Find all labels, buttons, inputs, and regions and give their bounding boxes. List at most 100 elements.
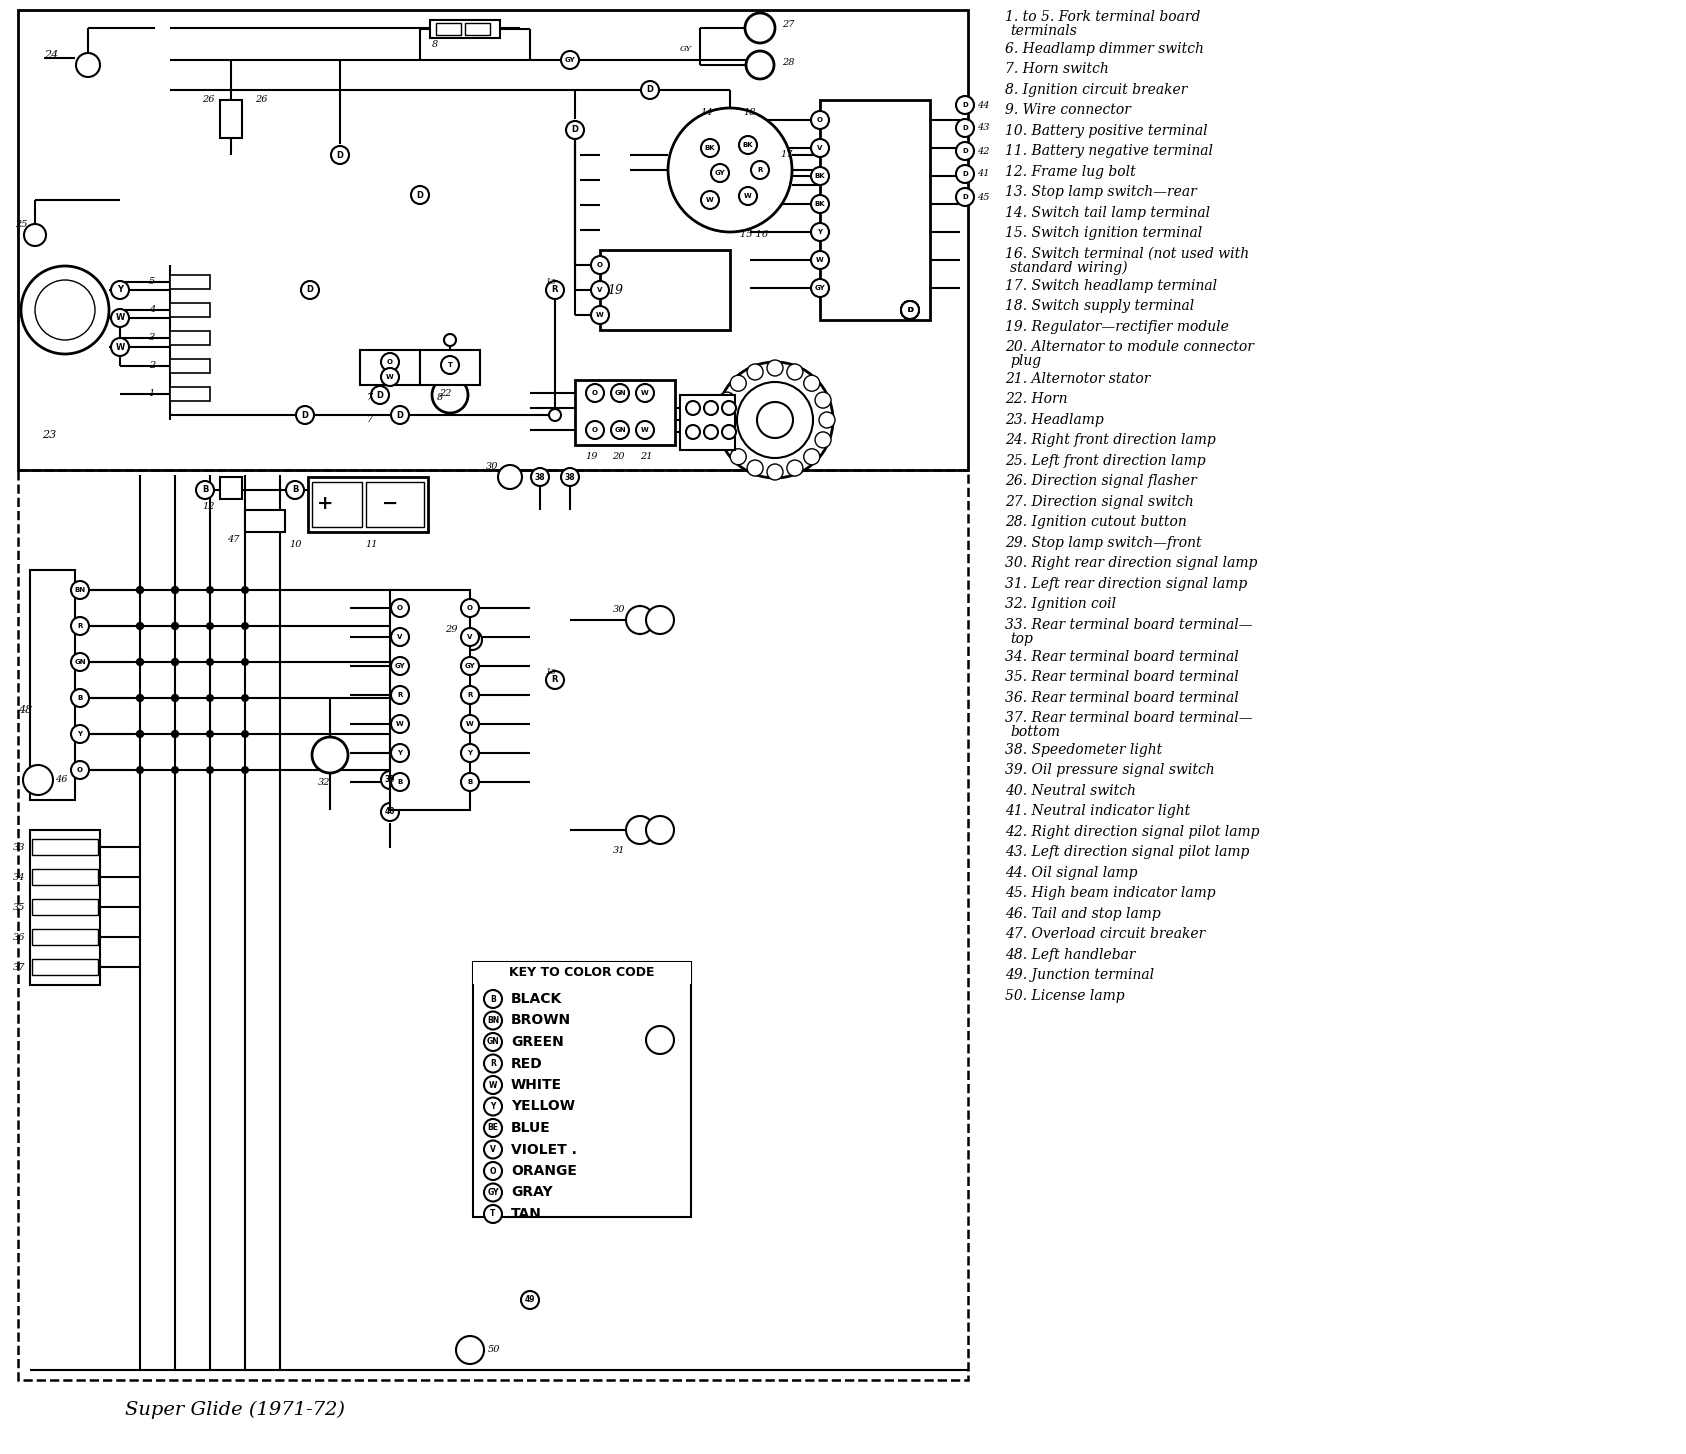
Text: 47. Overload circuit breaker: 47. Overload circuit breaker <box>1005 928 1205 941</box>
Circle shape <box>711 164 728 182</box>
Text: 12: 12 <box>202 502 216 510</box>
Circle shape <box>718 432 735 448</box>
Bar <box>474 963 691 1217</box>
Circle shape <box>956 188 975 206</box>
Circle shape <box>730 449 747 465</box>
Text: Y: Y <box>78 731 83 737</box>
Text: B: B <box>491 995 496 1003</box>
Text: 25. Left front direction lamp: 25. Left front direction lamp <box>1005 454 1205 468</box>
Text: BLUE: BLUE <box>511 1121 551 1136</box>
Text: R: R <box>398 692 403 698</box>
Text: 31: 31 <box>612 846 626 855</box>
Circle shape <box>668 108 792 233</box>
Text: 17. Switch headlamp terminal: 17. Switch headlamp terminal <box>1005 279 1217 292</box>
Text: 37. Rear terminal board terminal—: 37. Rear terminal board terminal— <box>1005 711 1253 726</box>
Bar <box>819 100 931 320</box>
Circle shape <box>484 1098 502 1115</box>
Text: BLACK: BLACK <box>511 992 561 1006</box>
Text: 42. Right direction signal pilot lamp: 42. Right direction signal pilot lamp <box>1005 824 1259 839</box>
Text: 13. Stop lamp switch—rear: 13. Stop lamp switch—rear <box>1005 185 1197 199</box>
Circle shape <box>111 281 130 300</box>
Text: 11. Battery negative terminal: 11. Battery negative terminal <box>1005 144 1212 158</box>
Bar <box>244 510 285 532</box>
Bar <box>32 960 98 976</box>
Text: 33: 33 <box>12 842 25 852</box>
Text: BK: BK <box>705 145 715 151</box>
Text: GY: GY <box>487 1188 499 1197</box>
Text: O: O <box>489 1166 496 1175</box>
Bar <box>474 963 691 984</box>
Circle shape <box>814 393 831 409</box>
Circle shape <box>381 368 400 385</box>
Text: 21. Alternotor stator: 21. Alternotor stator <box>1005 372 1150 385</box>
Text: 27: 27 <box>782 20 794 29</box>
Text: 30. Right rear direction signal lamp: 30. Right rear direction signal lamp <box>1005 557 1258 570</box>
Text: GY: GY <box>465 663 475 669</box>
Text: 8. Ignition circuit breaker: 8. Ignition circuit breaker <box>1005 83 1187 97</box>
Circle shape <box>241 659 250 666</box>
Text: 50. License lamp: 50. License lamp <box>1005 989 1125 1003</box>
Circle shape <box>566 121 583 140</box>
Text: WHITE: WHITE <box>511 1077 561 1092</box>
Text: Y: Y <box>116 285 123 295</box>
Circle shape <box>137 586 143 595</box>
Bar <box>465 23 491 35</box>
Text: 13: 13 <box>545 278 556 286</box>
Circle shape <box>432 377 469 413</box>
Circle shape <box>137 730 143 739</box>
Circle shape <box>170 622 179 630</box>
Text: 48. Left handlebar: 48. Left handlebar <box>1005 948 1135 963</box>
Text: 22: 22 <box>438 388 452 397</box>
Circle shape <box>636 384 654 401</box>
Circle shape <box>738 188 757 205</box>
Circle shape <box>497 465 523 489</box>
Text: 24. Right front direction lamp: 24. Right front direction lamp <box>1005 433 1216 448</box>
Circle shape <box>170 586 179 595</box>
Text: Y: Y <box>467 750 472 756</box>
Text: B: B <box>467 779 472 785</box>
Circle shape <box>811 222 830 241</box>
Circle shape <box>20 266 110 353</box>
Text: 38: 38 <box>534 473 545 481</box>
Bar <box>32 839 98 855</box>
Text: YELLOW: YELLOW <box>511 1099 575 1114</box>
Text: 46: 46 <box>56 775 67 785</box>
Text: D: D <box>907 307 912 313</box>
Text: 30: 30 <box>486 462 497 471</box>
Circle shape <box>745 13 776 44</box>
Text: GY: GY <box>715 170 725 176</box>
Circle shape <box>592 256 609 273</box>
Circle shape <box>137 659 143 666</box>
Circle shape <box>170 730 179 739</box>
Text: BN: BN <box>74 587 86 593</box>
Circle shape <box>35 281 94 340</box>
Text: W: W <box>489 1080 497 1089</box>
Bar <box>32 929 98 945</box>
Circle shape <box>546 281 565 300</box>
Text: BROWN: BROWN <box>511 1013 572 1028</box>
Circle shape <box>484 1076 502 1093</box>
Text: 47: 47 <box>228 535 239 544</box>
Circle shape <box>626 816 654 843</box>
Text: 20: 20 <box>612 452 624 461</box>
Text: Y: Y <box>398 750 403 756</box>
Circle shape <box>241 586 250 595</box>
Circle shape <box>170 586 179 595</box>
Text: 24: 24 <box>44 49 59 60</box>
Text: 3: 3 <box>148 333 155 343</box>
Circle shape <box>718 393 735 409</box>
Text: D: D <box>963 193 968 201</box>
Text: 1. to 5. Fork terminal board: 1. to 5. Fork terminal board <box>1005 10 1200 25</box>
Circle shape <box>811 167 830 185</box>
Circle shape <box>804 449 819 465</box>
Text: TAN: TAN <box>511 1207 541 1221</box>
Circle shape <box>241 730 250 739</box>
Bar <box>430 20 501 38</box>
Circle shape <box>767 464 782 480</box>
Text: B: B <box>398 779 403 785</box>
Text: 40: 40 <box>384 807 395 817</box>
Circle shape <box>550 409 561 422</box>
Circle shape <box>819 411 835 427</box>
Circle shape <box>592 281 609 300</box>
Circle shape <box>297 406 314 425</box>
